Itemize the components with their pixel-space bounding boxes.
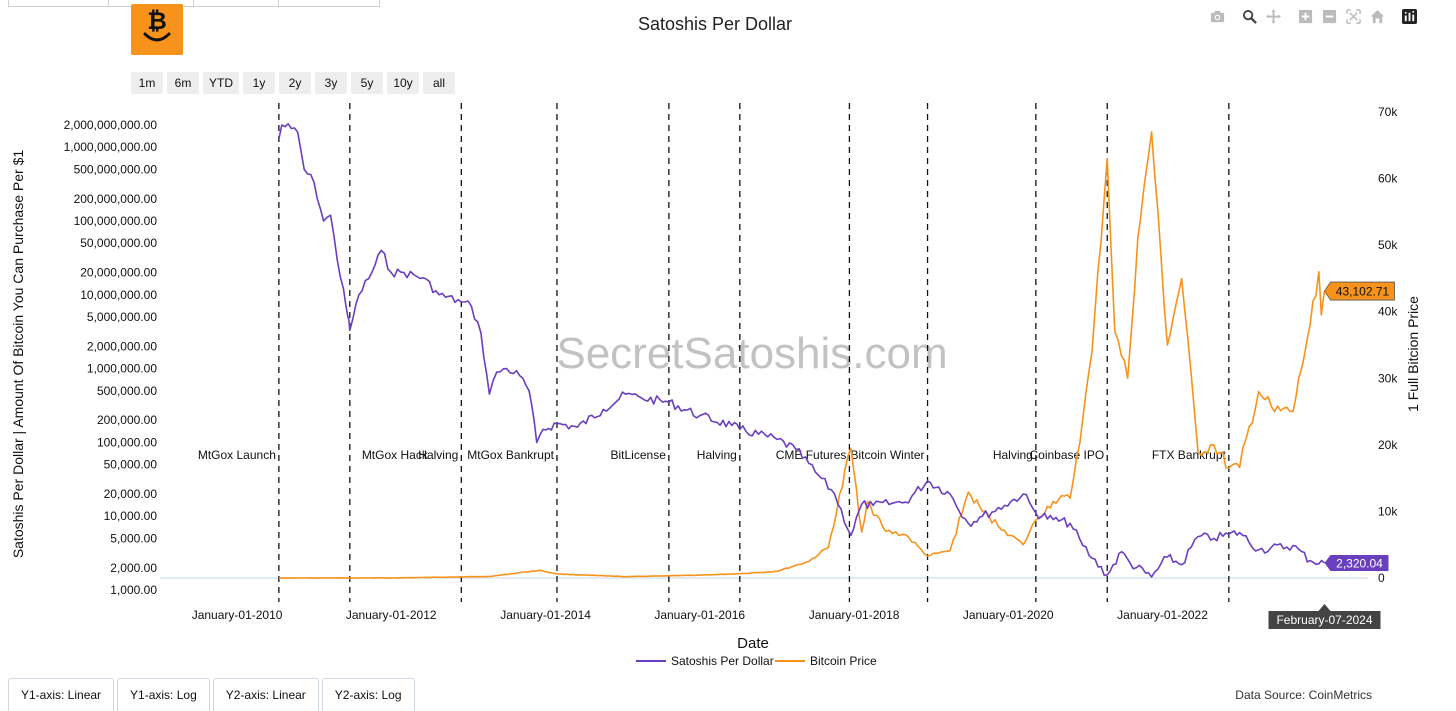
- range-button-6m[interactable]: 6m: [167, 72, 199, 94]
- y1-tick-label: 1,000,000,000.00: [64, 140, 158, 154]
- y1-tick-label: 500,000,000.00: [74, 162, 158, 176]
- x-tick-label: January-01-2020: [963, 608, 1054, 622]
- x-tick-label: January-01-2016: [654, 608, 745, 622]
- event-label: BitLicense: [611, 448, 667, 462]
- series-line-bitcoin-price: [278, 131, 1326, 579]
- event-label: Halving: [697, 448, 737, 462]
- y1-tick-label: 1,000,000.00: [87, 362, 157, 376]
- x-tick-label: January-01-2012: [346, 608, 437, 622]
- y1-tick-label: 5,000.00: [110, 531, 157, 545]
- last-value-tag-sats: [1324, 555, 1389, 572]
- y2-tick-label: 60k: [1378, 172, 1398, 186]
- last-value-btc: 43,102.71: [1336, 285, 1390, 299]
- y2-tick-label: 10k: [1378, 504, 1398, 518]
- y1-tick-label: 100,000,000.00: [74, 214, 158, 228]
- zoom-in-icon[interactable]: [1293, 6, 1317, 26]
- y1-log-button[interactable]: Y1-axis: Log: [117, 678, 210, 711]
- y1-tick-label: 50,000.00: [104, 458, 158, 472]
- y1-tick-label: 50,000,000.00: [80, 236, 157, 250]
- axis-scale-buttons: Y1-axis: Linear Y1-axis: Log Y2-axis: Li…: [8, 678, 415, 711]
- y1-tick-label: 10,000.00: [104, 509, 158, 523]
- tab-stub: [278, 0, 380, 7]
- brand-logo: ₿: [131, 4, 183, 55]
- reset-axes-icon[interactable]: [1365, 6, 1389, 26]
- zoom-icon[interactable]: [1237, 6, 1261, 26]
- range-button-1y[interactable]: 1y: [243, 72, 275, 94]
- pan-icon[interactable]: [1261, 6, 1285, 26]
- y1-tick-label: 500,000.00: [97, 384, 157, 398]
- event-label: Bitcoin Winter: [851, 448, 925, 462]
- chart-title: Satoshis Per Dollar: [637, 14, 793, 34]
- y1-tick-label: 200,000,000.00: [74, 192, 158, 206]
- range-button-10y[interactable]: 10y: [387, 72, 419, 94]
- y1-tick-label: 2,000.00: [110, 561, 157, 575]
- y2-tick-label: 50k: [1378, 238, 1398, 252]
- y2-tick-label: 70k: [1378, 105, 1398, 119]
- range-selector: 1m 6m YTD 1y 2y 3y 5y 10y all: [131, 72, 455, 94]
- zoom-out-icon[interactable]: [1317, 6, 1341, 26]
- event-label: MtGox Bankrupt: [467, 448, 554, 462]
- last-value-sats: 2,320.04: [1336, 557, 1383, 571]
- y1-tick-label: 2,000,000,000.00: [64, 118, 158, 132]
- y2-linear-button[interactable]: Y2-axis: Linear: [212, 678, 319, 711]
- y2-tick-label: 0: [1378, 571, 1385, 585]
- y1-linear-button[interactable]: Y1-axis: Linear: [8, 678, 115, 711]
- x-tick-label: January-01-2014: [500, 608, 591, 622]
- y1-tick-label: 20,000,000.00: [80, 266, 157, 280]
- event-label: Halving: [418, 448, 458, 462]
- range-button-all[interactable]: all: [423, 72, 455, 94]
- y2-tick-label: 20k: [1378, 438, 1398, 452]
- autoscale-icon[interactable]: [1341, 6, 1365, 26]
- modebar: [1205, 6, 1421, 26]
- range-button-3y[interactable]: 3y: [315, 72, 347, 94]
- y1-tick-label: 2,000,000.00: [87, 339, 157, 353]
- y2-tick-label: 30k: [1378, 371, 1398, 385]
- y1-tick-label: 1,000.00: [110, 583, 157, 597]
- range-button-1m[interactable]: 1m: [131, 72, 163, 94]
- svg-text:₿: ₿: [147, 7, 167, 35]
- last-value-tag-btc: [1324, 281, 1395, 301]
- camera-icon[interactable]: [1205, 6, 1229, 26]
- x-axis-title: Date: [737, 635, 769, 652]
- y1-tick-label: 200,000.00: [97, 413, 157, 427]
- legend-label-btc: Bitcoin Price: [810, 654, 877, 668]
- event-label: Halving: [993, 448, 1033, 462]
- range-button-2y[interactable]: 2y: [279, 72, 311, 94]
- y1-axis-title: Satoshis Per Dollar | Amount Of Bitcoin …: [10, 150, 26, 559]
- y2-tick-label: 40k: [1378, 305, 1398, 319]
- hover-date-tag: [1268, 604, 1381, 629]
- x-tick-label: January-01-2022: [1117, 608, 1208, 622]
- legend-label-sats: Satoshis Per Dollar: [671, 654, 774, 668]
- range-button-ytd[interactable]: YTD: [203, 72, 239, 94]
- y1-tick-label: 10,000,000.00: [80, 288, 157, 302]
- x-tick-label: January-01-2010: [192, 608, 283, 622]
- event-label: MtGox Hack: [362, 448, 429, 462]
- event-label: CME Futures: [776, 448, 847, 462]
- y1-tick-label: 20,000.00: [104, 487, 158, 501]
- y2-log-button[interactable]: Y2-axis: Log: [321, 678, 415, 711]
- y1-tick-label: 5,000,000.00: [87, 310, 157, 324]
- series-line-satoshis-per-dollar: [278, 123, 1326, 578]
- x-tick-label: January-01-2018: [809, 608, 900, 622]
- bitcoin-face-icon: ₿: [143, 7, 171, 42]
- y1-tick-label: 100,000.00: [97, 435, 157, 449]
- range-button-5y[interactable]: 5y: [351, 72, 383, 94]
- y2-axis-title: 1 Full Bitcion Price: [1405, 296, 1421, 412]
- data-source: Data Source: CoinMetrics: [1235, 688, 1372, 702]
- event-label: Coinbase IPO: [1030, 448, 1105, 462]
- watermark: SecretSatoshis.com: [556, 329, 947, 378]
- hover-date-label: February-07-2024: [1276, 613, 1372, 627]
- event-label: MtGox Launch: [198, 448, 276, 462]
- plotly-logo-icon[interactable]: [1397, 6, 1421, 26]
